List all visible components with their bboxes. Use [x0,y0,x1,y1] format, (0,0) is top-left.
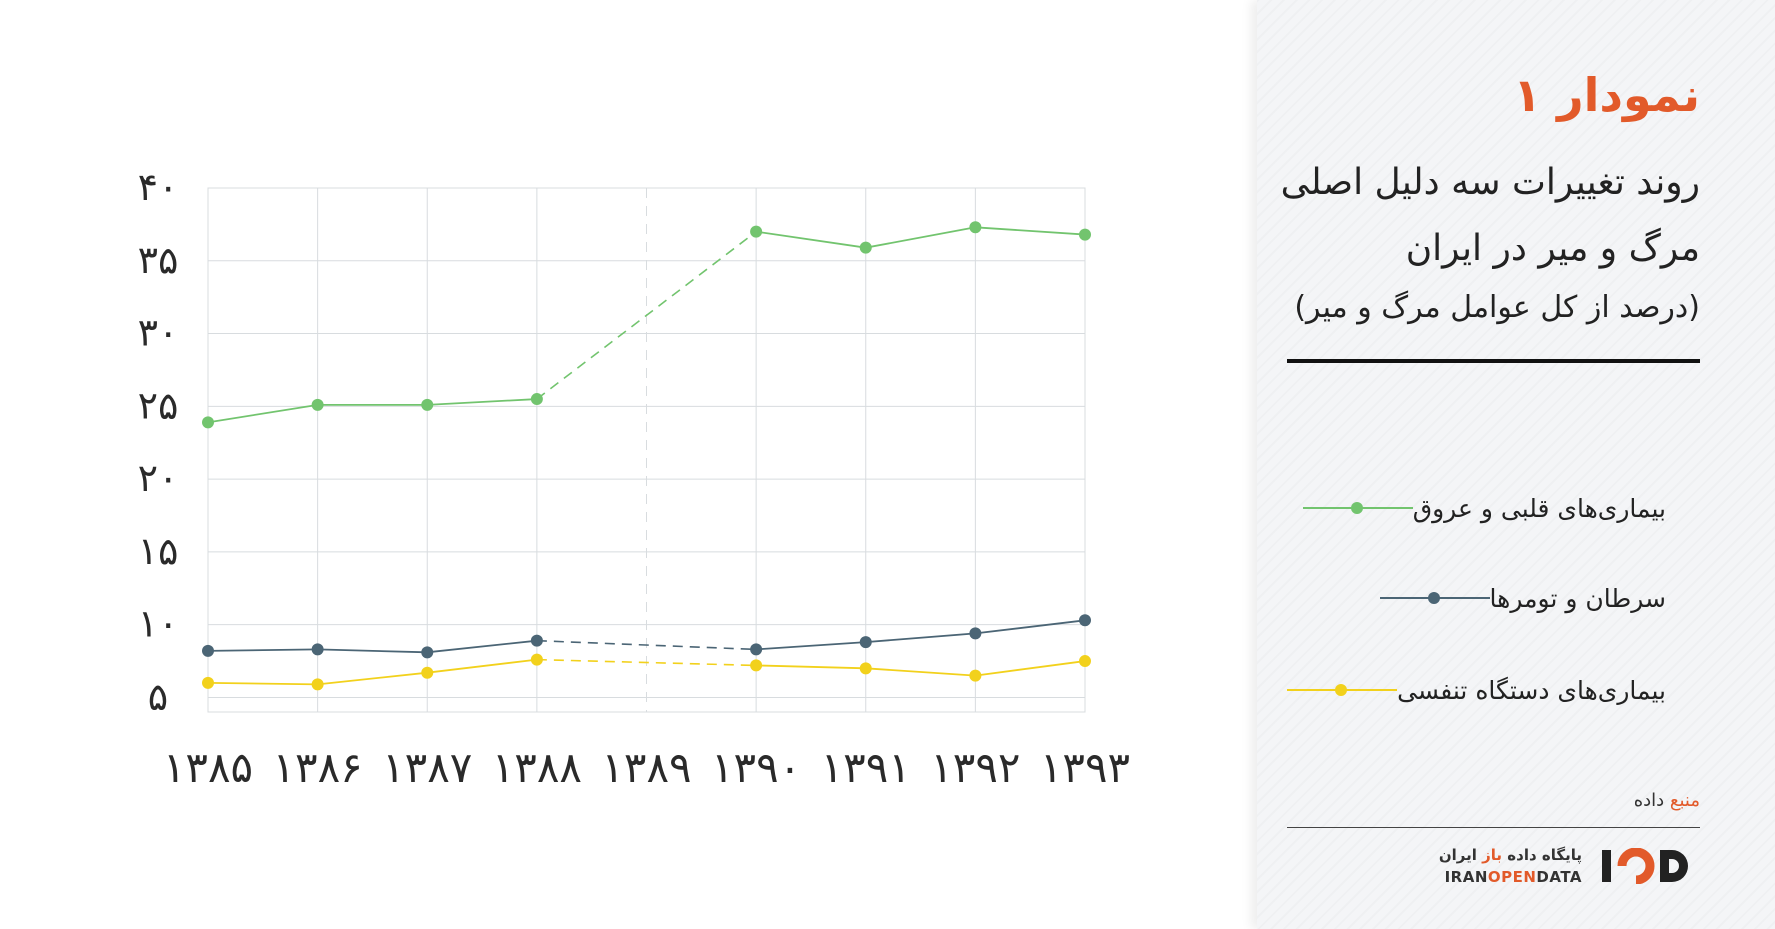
divider [1287,359,1700,363]
data-point [530,634,543,647]
x-tick-label: ۱۳۹۰ [711,743,801,792]
series-segment [207,403,318,424]
series-segment [317,671,428,686]
series-segment [427,658,537,674]
data-point [750,659,763,672]
data-point [859,662,872,675]
data-point [750,643,763,656]
legend-label: سرطان و تومرها [1489,583,1666,613]
legend-swatch-respiratory [1287,683,1398,697]
series-segment [975,619,1086,635]
brand-footer: پایگاه داده باز ایران IRANOPENDATA [1287,842,1700,888]
y-tick-label: ۵ [148,674,168,718]
data-point [859,636,872,649]
data-point [421,398,434,411]
y-tick-label: ۳۰ [138,311,179,355]
legend-item-respiratory: بیماری‌های دستگاه تنفسی [1270,670,1700,710]
chart-area: ۵ ۱۰ ۱۵ ۲۰ ۲۵ ۳۰ ۳۵ ۴۰ ۱۳۸۵ ۱۳۸۶ ۱۳۸۷ ۱۳۸۸ ۱۳۸۹ ۱۳۹۰ ۱… [138,165,1131,792]
unit-note: (درصد از کل عوامل مرگ و میر) [1294,290,1700,325]
series-gap-segment [536,231,757,400]
brand-fa-suffix: ایران [1438,846,1477,864]
info-sidebar: نمودار ۱ روند تغییرات سه دلیل اصلی مرگ و… [1257,0,1775,929]
x-tick-label: ۱۳۸۶ [273,743,363,792]
legend-label: بیماری‌های دستگاه تنفسی [1397,675,1666,705]
y-tick-label: ۱۰ [138,602,179,646]
data-point [1079,655,1091,668]
data-point [750,225,763,238]
data-point [421,646,434,659]
series-segment [427,398,537,406]
x-tick-label: ۱۳۸۵ [163,743,253,792]
iod-logo [1602,848,1688,884]
data-point [311,398,324,411]
data-point [969,669,982,682]
line-chart: ۵ ۱۰ ۱۵ ۲۰ ۲۵ ۳۰ ۳۵ ۴۰ ۱۳۸۵ ۱۳۸۶ ۱۳۸۷ ۱۳۸۸ ۱۳۸۹ ۱۳۹۰ ۱… [138,165,1131,792]
brand-name-fa: پایگاه داده باز ایران [1439,846,1582,864]
data-point [311,643,324,656]
y-tick-label: ۲۰ [138,456,179,500]
x-tick-label: ۱۳۹۳ [1040,743,1130,792]
x-tick-label: ۱۳۸۷ [382,743,472,792]
brand-en-accent: OPEN [1487,868,1537,886]
series-segment [865,632,976,644]
legend-item-cancer: سرطان و تومرها [1270,578,1700,618]
x-tick-label: ۱۳۹۱ [821,743,911,792]
y-tick-label: ۳۵ [138,238,179,282]
data-point [202,676,214,689]
y-tick-label: ۲۵ [138,383,179,427]
chart-title: نمودار ۱ [1513,68,1700,122]
series-segment [756,641,866,651]
series-segment [975,226,1086,236]
source-accent: منبع [1669,790,1700,811]
series-segment [427,639,537,654]
data-point [202,416,214,429]
series-gap-segment [536,639,757,651]
brand-fa-prefix: پایگاه داده [1507,846,1582,864]
legend-swatch-heart [1302,501,1413,515]
legend-swatch-cancer [1379,591,1490,605]
series-segment [865,226,976,249]
x-tick-label: ۱۳۹۲ [930,743,1020,792]
legend-item-heart: بیماری‌های قلبی و عروق [1270,488,1700,528]
brand-fa-accent: باز [1482,846,1503,864]
x-tick-label: ۱۳۸۸ [492,743,582,792]
data-point [530,393,543,406]
series-segment [755,230,866,249]
data-source-label: منبع داده [1634,790,1700,811]
series-segment [207,648,318,652]
data-point [969,627,982,640]
chart-subtitle: روند تغییرات سه دلیل اصلی مرگ و میر در ا… [1280,162,1700,269]
data-point [202,644,214,657]
brand-en-suffix: DATA [1536,868,1582,886]
legend-label: بیماری‌های قلبی و عروق [1412,493,1666,523]
series-segment [865,667,976,677]
data-point [311,678,324,691]
data-point [530,653,543,666]
data-point [859,241,872,254]
data-point [421,666,434,679]
source-text: داده [1633,790,1665,811]
data-point [1079,228,1091,241]
series-segment [975,660,1086,677]
data-point [969,221,982,234]
series-segment [207,681,318,686]
series-segment [756,664,866,670]
y-tick-label: ۱۵ [138,529,179,573]
source-divider [1287,827,1700,828]
x-tick-label: ۱۳۸۹ [601,743,691,792]
data-point [1079,614,1091,627]
y-tick-label: ۴۰ [138,165,179,209]
series-segment [317,648,428,654]
brand-name-en: IRANOPENDATA [1445,868,1582,886]
series-gap-segment [536,658,757,667]
brand-en-prefix: IRAN [1444,868,1488,886]
